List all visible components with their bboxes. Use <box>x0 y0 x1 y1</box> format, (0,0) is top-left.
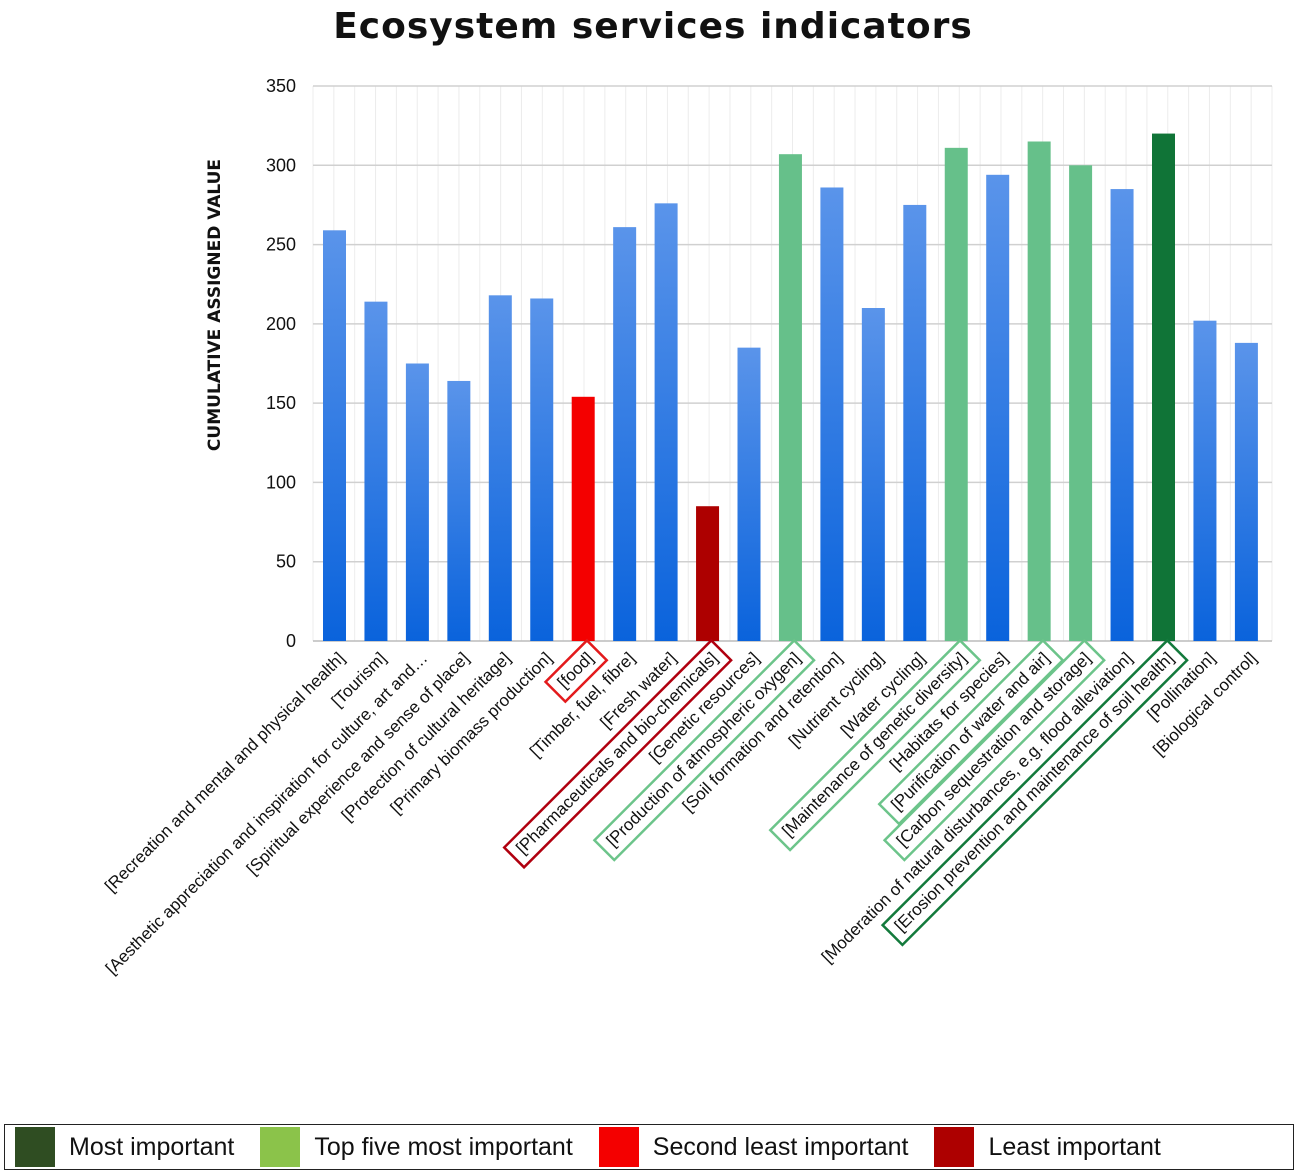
bar <box>778 154 802 641</box>
legend-item: Second least important <box>598 1127 909 1167</box>
highlight-box <box>502 638 733 870</box>
legend-label: Least important <box>988 1132 1161 1161</box>
bar <box>1234 342 1258 641</box>
bar <box>323 230 346 642</box>
legend: Most important Top five most important Sec… <box>4 1124 1294 1170</box>
y-tick-label: 300 <box>266 155 296 175</box>
bar <box>861 308 885 641</box>
bar <box>1069 165 1093 642</box>
legend-swatch <box>260 1127 301 1167</box>
bar <box>1027 141 1051 641</box>
x-tick-label: [Aesthetic appreciation and inspiration … <box>102 649 432 979</box>
bar <box>1110 189 1134 642</box>
highlight-box <box>880 638 1189 947</box>
legend-item: Most important <box>15 1127 234 1167</box>
bar <box>405 363 429 641</box>
legend-swatch <box>598 1127 639 1167</box>
legend-swatch <box>15 1127 55 1167</box>
bar <box>488 295 512 641</box>
y-tick-label: 350 <box>266 76 296 96</box>
legend-label: Second least important <box>652 1132 909 1161</box>
bar <box>696 506 720 641</box>
y-tick-label: 100 <box>266 472 296 492</box>
bar <box>737 347 761 641</box>
bar <box>820 187 844 641</box>
chart-title: Ecosystem services indicators <box>333 6 973 47</box>
highlight-box <box>882 638 1106 862</box>
bar <box>986 174 1010 642</box>
legend-label: Most important <box>69 1132 235 1161</box>
y-tick-label: 50 <box>276 552 296 572</box>
bar <box>447 380 471 641</box>
legend-item: Top five most important <box>260 1127 573 1167</box>
bar <box>613 227 637 641</box>
highlight-box <box>543 638 609 704</box>
y-tick-label: 0 <box>286 631 296 651</box>
bar <box>530 298 554 641</box>
x-tick-label-group: [Aesthetic appreciation and inspiration … <box>102 649 432 979</box>
bar <box>903 204 927 641</box>
y-tick-label: 150 <box>266 393 296 413</box>
highlight-box <box>768 638 982 852</box>
highlight-box <box>877 638 1065 826</box>
bar <box>944 147 968 642</box>
legend-item: Least important <box>934 1127 1161 1167</box>
bar <box>364 301 388 641</box>
y-tick-label: 250 <box>266 235 296 255</box>
highlight-box <box>592 638 816 862</box>
y-tick-label: 200 <box>266 314 296 334</box>
bar <box>1193 320 1217 641</box>
bar <box>571 396 595 641</box>
bar <box>1152 133 1175 642</box>
legend-swatch <box>934 1127 975 1167</box>
legend-label: Top five most important <box>314 1132 573 1161</box>
bar <box>654 203 678 642</box>
